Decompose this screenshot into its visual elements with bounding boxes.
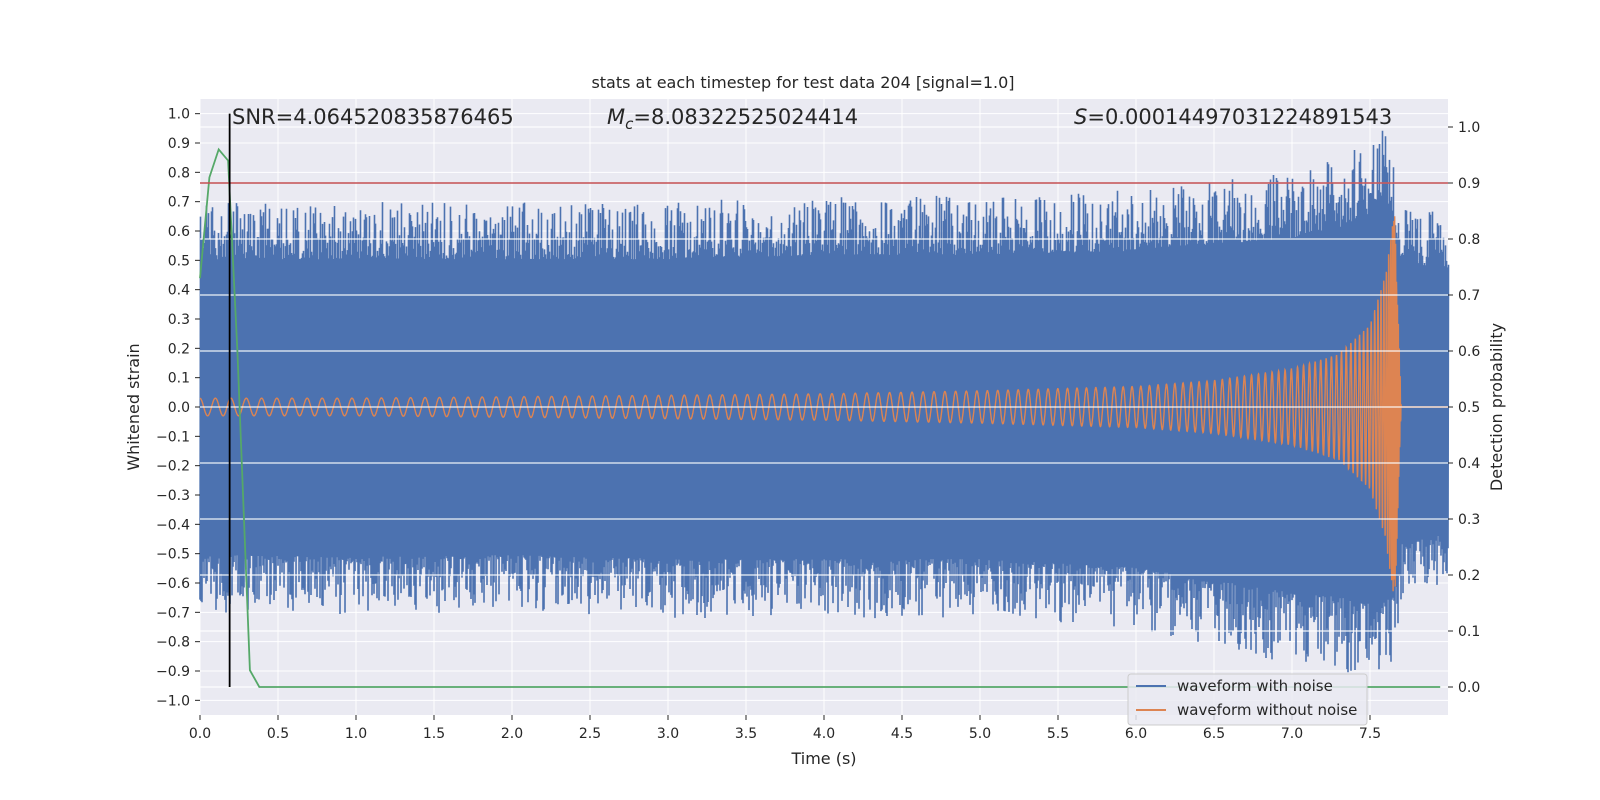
reference-lines-layer xyxy=(200,113,1448,687)
y-tick-label: −0.4 xyxy=(156,517,190,533)
y-tick-label: 0.3 xyxy=(168,312,190,328)
chirp-mass-annotation: Mc=8.08322525024414 xyxy=(607,105,858,133)
chirp-mass-value: =8.08322525024414 xyxy=(633,105,858,129)
x-tick-label: 3.0 xyxy=(657,726,679,742)
x-tick-label: 0.0 xyxy=(189,726,211,742)
chart-title: stats at each timestep for test data 204… xyxy=(591,73,1014,92)
x-tick-label: 6.0 xyxy=(1125,726,1147,742)
x-axis-ticks: 0.0 0.5 1.0 1.5 2.0 2.5 3.0 3.5 4.0 4.5 5.0 5.5 6.0 6… xyxy=(189,715,1381,742)
x-tick-label: 3.5 xyxy=(735,726,757,742)
x-tick-label: 2.5 xyxy=(579,726,601,742)
x-tick-label: 5.0 xyxy=(969,726,991,742)
y-right-tick-label: 0.1 xyxy=(1458,624,1480,640)
y-tick-label: 0.1 xyxy=(168,371,190,387)
waveform-without-noise-layer xyxy=(199,216,1448,592)
x-axis-label: Time (s) xyxy=(790,749,856,768)
y-tick-label: 0.2 xyxy=(168,341,190,357)
s-annotation: S=0.00014497031224891543 xyxy=(1074,105,1392,129)
y-tick-label: 0.6 xyxy=(168,224,190,240)
y-right-tick-label: 0.8 xyxy=(1458,232,1480,248)
y-tick-label: −0.5 xyxy=(156,547,190,563)
x-tick-label: 5.5 xyxy=(1047,726,1069,742)
chirp-mass-subscript: c xyxy=(625,115,634,133)
y-right-tick-label: 0.2 xyxy=(1458,568,1480,584)
detection-probability-layer xyxy=(199,147,1441,688)
y-right-tick-label: 1.0 xyxy=(1458,120,1480,136)
x-tick-label: 0.5 xyxy=(267,726,289,742)
y-tick-label: −0.8 xyxy=(156,635,190,651)
legend: waveform with noise waveform without noi… xyxy=(1127,673,1368,726)
x-tick-label: 1.0 xyxy=(345,726,367,742)
x-tick-label: 7.5 xyxy=(1359,726,1381,742)
y-tick-label: −0.9 xyxy=(156,664,190,680)
legend-box xyxy=(1127,673,1368,726)
legend-label-clean: waveform without noise xyxy=(1177,701,1357,719)
y-right-tick-label: 0.0 xyxy=(1458,680,1480,696)
x-tick-label: 2.0 xyxy=(501,726,523,742)
x-tick-label: 6.5 xyxy=(1203,726,1225,742)
y-right-axis-label: Detection probability xyxy=(1487,323,1506,491)
y-tick-label: 0.8 xyxy=(168,165,190,181)
chirp-mass-symbol: M xyxy=(607,105,625,129)
waveform-without-noise-line xyxy=(199,216,1448,592)
y-right-tick-label: 0.5 xyxy=(1458,400,1480,416)
snr-annotation: SNR=4.064520835876465 xyxy=(232,105,514,129)
s-symbol: S xyxy=(1074,105,1087,129)
x-tick-label: 7.0 xyxy=(1281,726,1303,742)
y-right-tick-label: 0.4 xyxy=(1458,456,1480,472)
left-axis-ticks: −1.0 −0.9 −0.8 −0.7 −0.6 −0.5 −0.4 −0.3 −0.2 −0.1… xyxy=(156,107,200,709)
x-tick-label: 4.0 xyxy=(813,726,835,742)
y-tick-label: 0.5 xyxy=(168,253,190,269)
x-tick-label: 4.5 xyxy=(891,726,913,742)
legend-label-noise: waveform with noise xyxy=(1177,677,1333,695)
y-tick-label: −1.0 xyxy=(156,693,190,709)
y-right-tick-label: 0.7 xyxy=(1458,288,1480,304)
y-tick-label: 1.0 xyxy=(168,107,190,123)
y-axis-label: Whitened strain xyxy=(124,343,143,470)
right-axis-ticks: 0.0 0.1 0.2 0.3 0.4 0.5 0.6 0.7 0.8 0.9 1.0 xyxy=(1448,120,1480,696)
y-tick-label: −0.6 xyxy=(156,576,190,592)
y-tick-label: 0.0 xyxy=(168,400,190,416)
y-right-tick-label: 0.6 xyxy=(1458,344,1480,360)
y-tick-label: −0.1 xyxy=(156,429,190,445)
detection-probability-line xyxy=(199,147,1441,688)
y-tick-label: −0.7 xyxy=(156,605,190,621)
x-tick-label: 1.5 xyxy=(423,726,445,742)
y-tick-label: 0.4 xyxy=(168,283,190,299)
y-right-tick-label: 0.9 xyxy=(1458,176,1480,192)
s-value: =0.00014497031224891543 xyxy=(1087,105,1392,129)
y-tick-label: −0.3 xyxy=(156,488,190,504)
y-tick-label: 0.7 xyxy=(168,195,190,211)
y-tick-label: −0.2 xyxy=(156,459,190,475)
y-tick-label: 0.9 xyxy=(168,136,190,152)
y-right-tick-label: 0.3 xyxy=(1458,512,1480,528)
